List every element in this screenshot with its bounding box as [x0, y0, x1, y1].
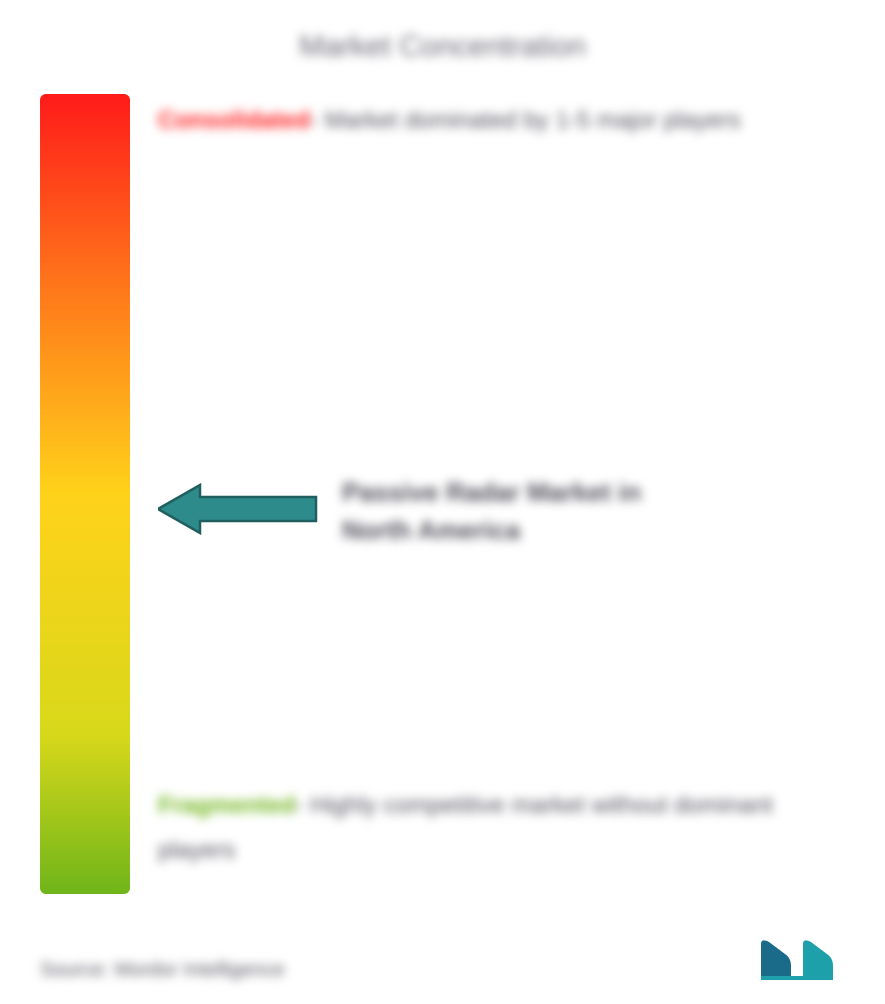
consolidated-desc: - Market dominated by 1-5 major players: [310, 107, 741, 134]
annotations-column: Consolidated- Market dominated by 1-5 ma…: [130, 94, 845, 894]
consolidated-block: Consolidated- Market dominated by 1-5 ma…: [158, 102, 835, 140]
main-row: Consolidated- Market dominated by 1-5 ma…: [40, 94, 845, 894]
pointer-arrow-icon: [158, 483, 318, 540]
brand-logo-icon: [755, 932, 845, 982]
pointer-block: Passive Radar Market in North America: [158, 474, 835, 549]
chart-title: Market Concentration: [40, 30, 845, 64]
concentration-gradient-bar: [40, 94, 130, 894]
fragmented-block: Fragmented- Highly competitive market wi…: [158, 783, 835, 874]
pointer-label-line2: North America: [342, 515, 520, 545]
pointer-label: Passive Radar Market in North America: [342, 474, 641, 549]
pointer-label-line1: Passive Radar Market in: [342, 477, 641, 507]
consolidated-keyword: Consolidated: [158, 107, 310, 134]
footer: Source: Mordor Intelligence: [40, 932, 845, 982]
source-attribution: Source: Mordor Intelligence: [40, 959, 285, 982]
fragmented-keyword: Fragmented: [158, 792, 295, 819]
